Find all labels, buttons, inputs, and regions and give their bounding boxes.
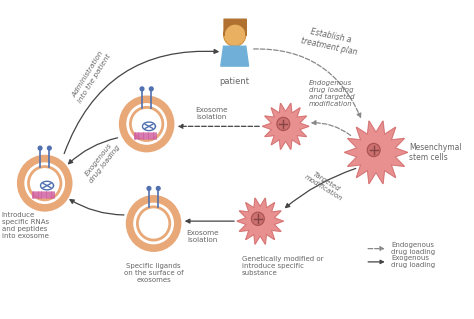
Circle shape	[129, 106, 164, 142]
Polygon shape	[345, 121, 408, 184]
Circle shape	[140, 87, 144, 91]
Circle shape	[17, 155, 73, 211]
Circle shape	[38, 146, 42, 150]
Text: Establish a
treatment plan: Establish a treatment plan	[300, 26, 360, 56]
Circle shape	[30, 168, 60, 198]
Text: Mesenchymal
stem cells: Mesenchymal stem cells	[410, 143, 462, 162]
Circle shape	[133, 203, 174, 244]
Polygon shape	[221, 46, 248, 66]
Text: Specific ligands
on the surface of
exosomes: Specific ligands on the surface of exoso…	[124, 263, 183, 283]
Text: Endogenous
drug loading: Endogenous drug loading	[391, 242, 436, 255]
Circle shape	[132, 109, 162, 139]
Circle shape	[277, 117, 290, 130]
Circle shape	[251, 212, 264, 226]
Circle shape	[119, 95, 174, 152]
Circle shape	[136, 205, 171, 241]
Circle shape	[147, 187, 151, 190]
Circle shape	[126, 195, 182, 252]
Circle shape	[156, 187, 160, 190]
FancyArrowPatch shape	[64, 49, 218, 153]
Text: patient: patient	[219, 77, 250, 85]
FancyArrowPatch shape	[186, 219, 234, 223]
Text: Administration
into the patient: Administration into the patient	[71, 49, 111, 104]
Circle shape	[24, 162, 65, 204]
Text: Genetically modified or
introduce specific
substance: Genetically modified or introduce specif…	[242, 256, 323, 276]
Text: Exosome
isolation: Exosome isolation	[195, 107, 228, 120]
FancyArrowPatch shape	[70, 200, 124, 215]
Circle shape	[224, 24, 246, 46]
Circle shape	[126, 103, 167, 145]
Text: Exosome
isolation: Exosome isolation	[186, 230, 219, 243]
Circle shape	[149, 87, 153, 91]
FancyArrowPatch shape	[69, 138, 118, 164]
FancyArrowPatch shape	[254, 49, 361, 117]
Circle shape	[47, 146, 51, 150]
Polygon shape	[237, 198, 283, 244]
Text: Introduce
specific RNAs
and peptides
into exosome: Introduce specific RNAs and peptides int…	[1, 212, 49, 239]
Circle shape	[27, 165, 62, 201]
Polygon shape	[263, 103, 309, 149]
Text: Exogenous
drug loading: Exogenous drug loading	[391, 256, 436, 268]
Text: Exogenous
drug loading: Exogenous drug loading	[82, 140, 121, 184]
Circle shape	[367, 143, 380, 157]
Circle shape	[139, 208, 168, 239]
FancyArrowPatch shape	[312, 121, 351, 136]
FancyArrowPatch shape	[179, 124, 259, 128]
Text: Endogenous
drug loading
and targeted
modification: Endogenous drug loading and targeted mod…	[309, 79, 355, 107]
Text: Targeted
modification: Targeted modification	[303, 167, 347, 202]
FancyArrowPatch shape	[286, 168, 356, 208]
